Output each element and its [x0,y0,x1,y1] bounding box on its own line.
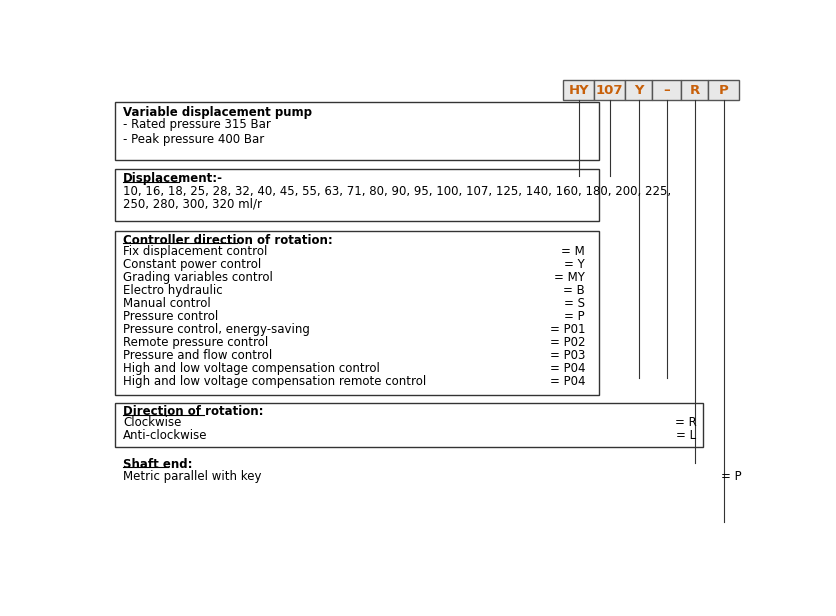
Text: Pressure and flow control: Pressure and flow control [123,349,273,362]
Text: Constant power control: Constant power control [123,257,262,270]
Text: Pressure control, energy-saving: Pressure control, energy-saving [123,323,310,336]
Bar [708,80,739,100]
Text: = M: = M [561,245,585,257]
Text: = P04: = P04 [549,375,585,389]
Text: = P04: = P04 [549,362,585,375]
Text: 10, 16, 18, 25, 28, 32, 40, 45, 55, 63, 71, 80, 90, 95, 100, 107, 125, 140, 160,: 10, 16, 18, 25, 28, 32, 40, 45, 55, 63, … [123,185,671,198]
Bar [115,231,599,395]
Text: –: – [664,84,670,97]
Bar [625,80,652,100]
Bar [115,169,599,221]
Text: 107: 107 [596,84,624,97]
Text: Manual control: Manual control [123,297,211,310]
Text: = S: = S [564,297,585,310]
Text: = P02: = P02 [549,336,585,349]
Text: = P01: = P01 [549,323,585,336]
Text: High and low voltage compensation remote control: High and low voltage compensation remote… [123,375,426,389]
Text: = MY: = MY [554,270,585,284]
Text: = L: = L [676,429,696,442]
Text: = B: = B [563,284,585,297]
Text: Fix displacement control: Fix displacement control [123,245,268,257]
Text: Pressure control: Pressure control [123,310,218,323]
Bar [115,403,703,447]
Text: Displacement:-: Displacement:- [123,172,223,185]
Text: Clockwise: Clockwise [123,416,181,429]
Bar [115,102,599,160]
Text: Anti-clockwise: Anti-clockwise [123,429,207,442]
Text: Remote pressure control: Remote pressure control [123,336,268,349]
Text: = P: = P [564,310,585,323]
Text: P: P [719,84,729,97]
Text: Shaft end:: Shaft end: [123,458,192,471]
Text: Metric parallel with key: Metric parallel with key [123,470,262,483]
Bar [681,80,708,100]
Text: = P: = P [721,470,742,483]
Text: Grading variables control: Grading variables control [123,270,273,284]
Text: = P03: = P03 [549,349,585,362]
Text: Y: Y [635,84,644,97]
Bar [652,80,681,100]
Text: - Rated pressure 315 Bar: - Rated pressure 315 Bar [123,118,271,131]
Text: Variable displacement pump: Variable displacement pump [123,106,312,119]
Bar [594,80,625,100]
Text: High and low voltage compensation control: High and low voltage compensation contro… [123,362,380,375]
Text: Direction of rotation:: Direction of rotation: [123,405,263,418]
Text: HY: HY [568,84,589,97]
Text: Controller direction of rotation:: Controller direction of rotation: [123,233,333,247]
Text: - Peak pressure 400 Bar: - Peak pressure 400 Bar [123,133,264,146]
Bar [563,80,594,100]
Text: 250, 280, 300, 320 ml/r: 250, 280, 300, 320 ml/r [123,198,263,211]
Text: Electro hydraulic: Electro hydraulic [123,284,222,297]
Text: = R: = R [675,416,696,429]
Text: R: R [690,84,700,97]
Text: = Y: = Y [564,257,585,270]
